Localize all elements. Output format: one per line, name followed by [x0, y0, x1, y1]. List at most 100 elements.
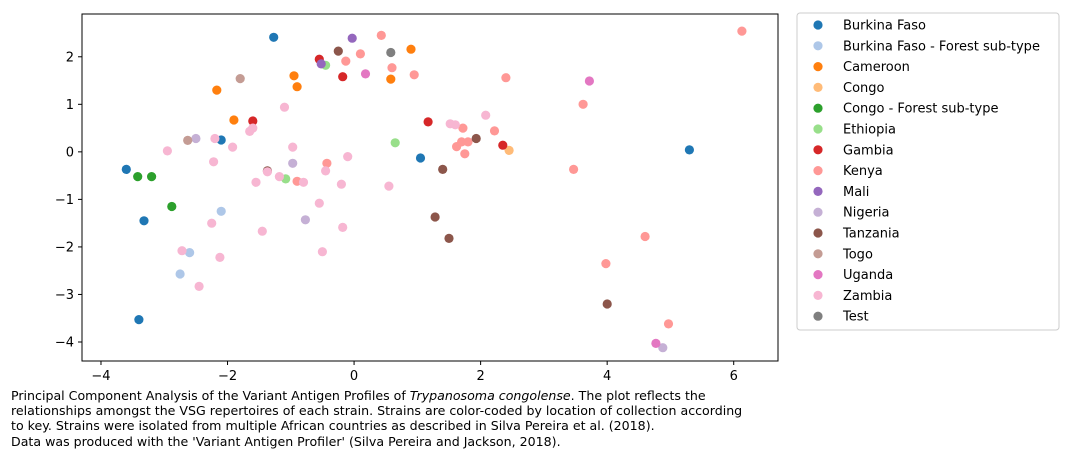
legend-marker: [813, 82, 823, 92]
point-kenya-12: [460, 149, 470, 159]
plot-area-frame: [81, 13, 779, 362]
point-zambia-26: [481, 110, 491, 120]
point-nigeria-1: [288, 158, 298, 168]
legend-marker: [813, 270, 823, 280]
point-zambia-7: [228, 142, 238, 152]
point-kenya-4: [409, 70, 419, 80]
point-zambia-16: [298, 177, 309, 187]
figure-caption: Principal Component Analysis of the Vari…: [11, 388, 851, 449]
point-zambia-1: [177, 246, 187, 256]
legend-marker: [813, 290, 823, 300]
legend-marker: [813, 249, 823, 259]
point-tanzania-3: [471, 133, 481, 144]
legend-label: Ethiopia: [843, 123, 896, 138]
point-congo-0: [504, 145, 514, 155]
point-gambia-0: [248, 116, 258, 126]
point-tanzania-4: [430, 212, 440, 222]
point-kenya-1: [355, 49, 365, 59]
x-tick-label: 4: [603, 369, 611, 384]
point-gambia-4: [498, 140, 508, 150]
point-kenya-10: [458, 123, 468, 133]
point-uganda-1: [584, 76, 595, 86]
point-zambia-20: [336, 179, 346, 189]
x-axis: −4 −2 0 2 4 6: [91, 361, 738, 384]
x-tick-label: 6: [730, 369, 738, 384]
point-zambia-17: [314, 198, 324, 208]
legend-label: Burkina Faso - Forest sub-type: [843, 39, 1040, 54]
point-uganda-0: [360, 69, 371, 79]
point-kenya-19: [737, 26, 747, 36]
point-cameroon-4: [406, 44, 416, 54]
point-kenya-2: [341, 56, 351, 66]
caption-line-1-start: Principal Component Analysis of the Vari…: [11, 388, 410, 403]
y-tick-label: 2: [66, 50, 74, 65]
caption-line-1-end: . The plot reflects the: [570, 388, 706, 403]
point-zambia-4: [209, 157, 219, 167]
legend-label: Togo: [842, 247, 873, 262]
legend-marker: [813, 41, 823, 51]
point-zambia-11: [257, 226, 267, 236]
legend-label: Zambia: [843, 289, 892, 304]
legend-marker: [813, 20, 823, 30]
point-kenya-3: [387, 63, 397, 73]
point-cameroon-3: [292, 82, 302, 92]
point-burkina-faso-5: [415, 153, 426, 163]
legend-label: Test: [842, 310, 869, 325]
point-zambia-21: [338, 222, 348, 232]
point-kenya-7: [322, 158, 332, 168]
point-zambia-0: [162, 146, 172, 156]
point-zambia-2: [194, 281, 204, 291]
point-zambia-22: [343, 152, 353, 162]
point-gambia-2: [338, 72, 348, 82]
point-kenya-17: [601, 259, 611, 269]
legend-label: Cameroon: [843, 60, 910, 75]
point-kenya-14: [578, 99, 588, 109]
point-ethiopia-2: [390, 138, 400, 148]
point-zambia-14: [279, 102, 290, 112]
legend-label: Kenya: [843, 164, 883, 179]
point-zambia-10: [251, 177, 261, 187]
point-kenya-11: [463, 137, 473, 147]
y-tick-label: −4: [55, 335, 74, 350]
legend-label: Uganda: [843, 268, 893, 283]
legend-label: Nigeria: [843, 206, 890, 221]
point-zambia-25: [450, 120, 460, 130]
point-kenya-0: [376, 30, 386, 40]
point-kenya-15: [569, 164, 579, 174]
point-mali-0: [347, 33, 357, 43]
point-zambia-19: [321, 166, 331, 176]
point-burkina-faso-forest-sub-type-1: [185, 248, 195, 258]
caption-line-4: Data was produced with the 'Variant Anti…: [11, 433, 561, 449]
point-burkina-faso-2: [134, 315, 144, 325]
legend-frame: [796, 12, 1060, 331]
legend-label: Tanzania: [842, 227, 900, 242]
caption-line-2: relationships amongst the VSG repertoire…: [11, 403, 743, 419]
point-congo-forest-sub-type-0: [133, 172, 143, 182]
point-test-0: [386, 47, 396, 58]
scatter-markers: [121, 26, 747, 353]
point-zambia-15: [288, 142, 298, 152]
legend: Burkina Faso Burkina Faso - Forest sub-ty…: [796, 12, 1060, 331]
legend-marker: [813, 166, 823, 176]
point-congo-forest-sub-type-1: [147, 172, 157, 182]
y-axis: 2 1 0 −1 −2 −3 −4: [55, 50, 82, 350]
point-tanzania-2: [438, 164, 448, 174]
point-zambia-13: [274, 172, 284, 182]
point-togo-1: [235, 74, 245, 84]
y-tick-label: −3: [55, 288, 74, 303]
point-tanzania-6: [602, 299, 612, 309]
legend-label: Congo: [843, 81, 885, 96]
point-zambia-9: [248, 123, 258, 133]
point-cameroon-5: [386, 74, 396, 84]
point-uganda-2: [651, 338, 661, 348]
legend-marker: [813, 145, 823, 155]
point-cameroon-1: [229, 115, 239, 125]
legend-marker: [813, 228, 823, 238]
point-mali-1: [316, 59, 326, 69]
point-togo-0: [183, 135, 193, 145]
point-burkina-faso-0: [121, 164, 131, 174]
legend-marker: [813, 207, 823, 217]
point-tanzania-5: [444, 233, 454, 243]
pca-scatter-chart: −4 −2 0 2 4 6 210−1−2−3−4 Burkina FasoBurkina…: [55, 12, 1060, 384]
point-kenya-5: [501, 73, 511, 83]
